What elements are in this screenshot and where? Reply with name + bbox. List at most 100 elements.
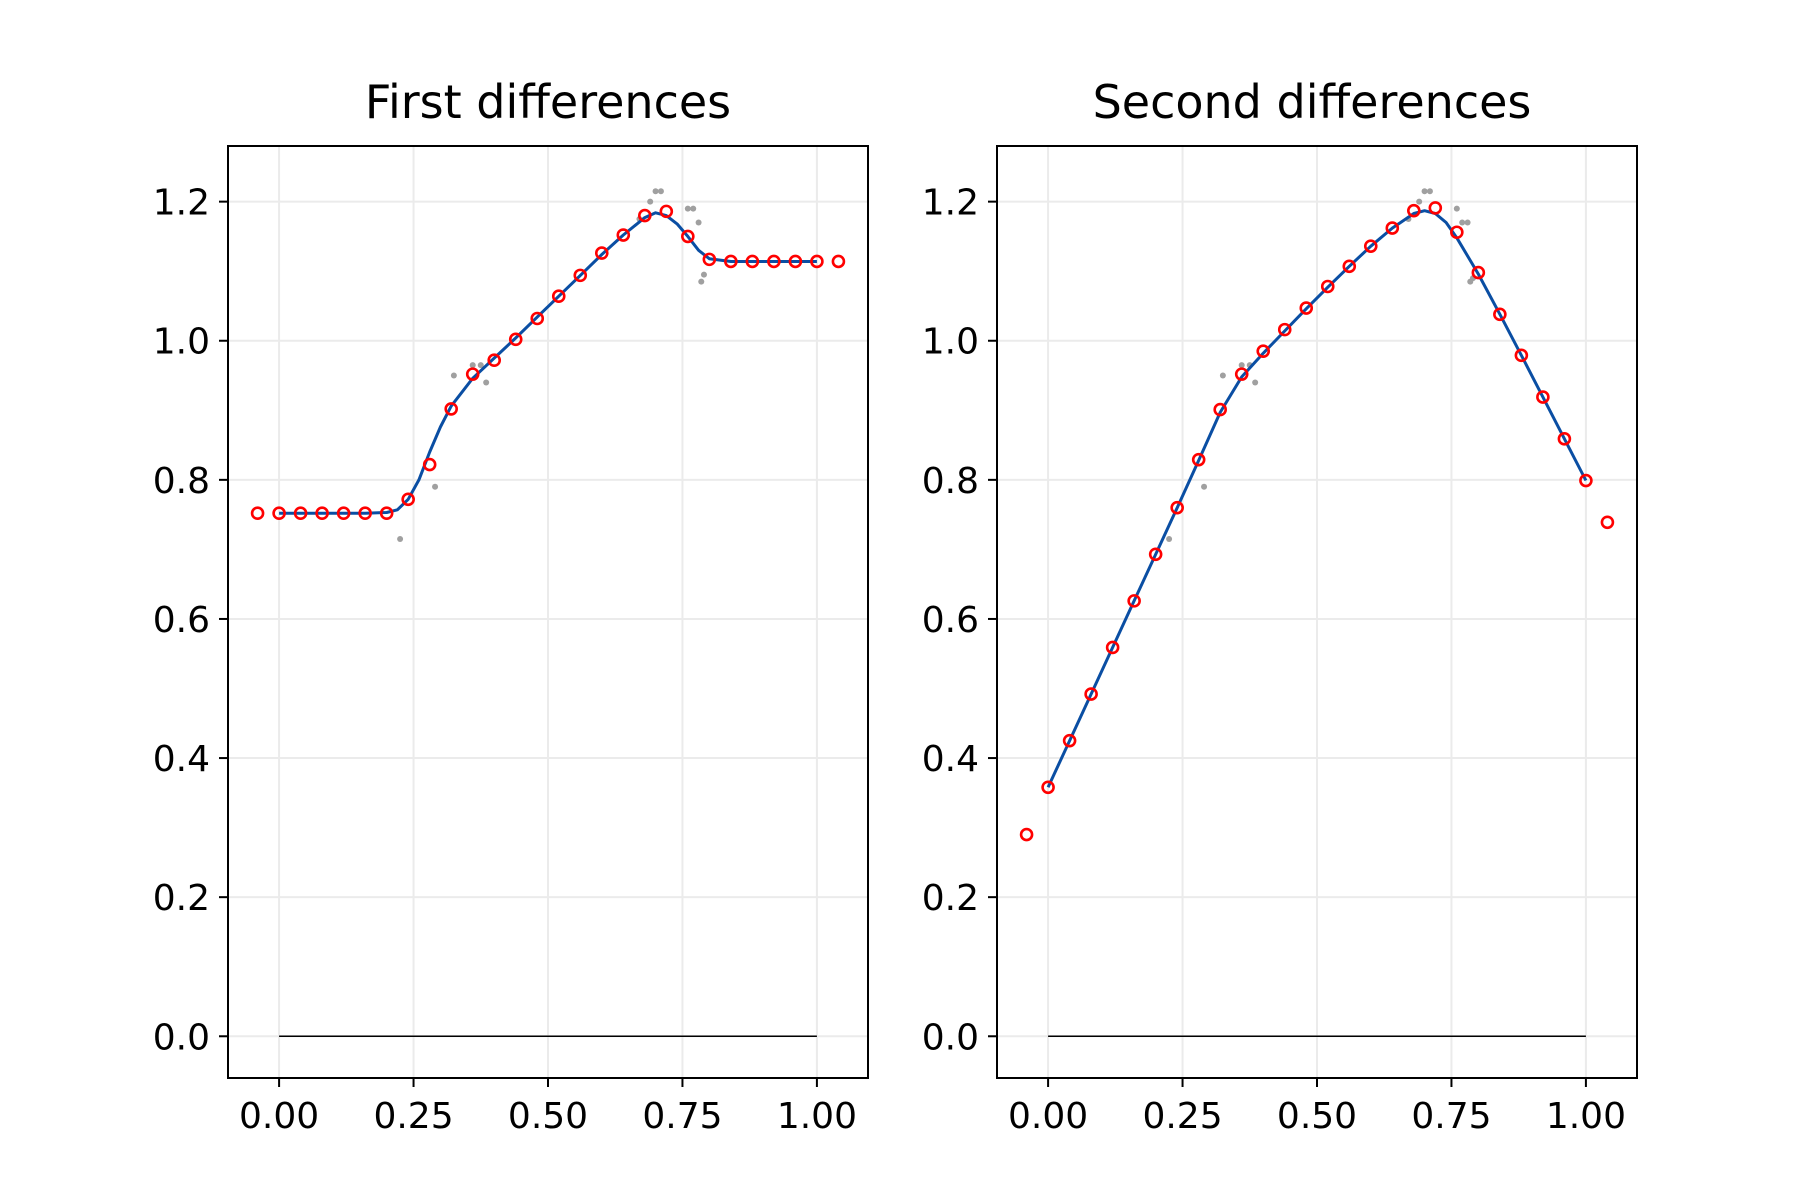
marker-circle — [681, 229, 695, 244]
plot-area — [1019, 188, 1615, 1038]
marker-circle — [1234, 367, 1249, 381]
y-tick-label: 0.4 — [153, 739, 210, 780]
marker-circle — [1213, 402, 1227, 417]
marker-circle — [1493, 307, 1507, 322]
noisy-point — [1426, 188, 1433, 195]
y-tick-label: 0.6 — [153, 600, 210, 641]
noisy-point — [1166, 535, 1173, 542]
marker-circles — [1019, 201, 1615, 842]
noisy-point — [657, 188, 664, 195]
x-tick-label: 0.00 — [1008, 1096, 1088, 1137]
marker-circle — [1514, 348, 1529, 363]
marker-circle — [1041, 780, 1055, 795]
y-tick-label: 1.0 — [153, 322, 210, 363]
marker-circle — [1127, 594, 1141, 608]
y-tick-label: 0.6 — [922, 600, 979, 641]
noisy-point — [1421, 188, 1428, 195]
marker-circles — [250, 204, 846, 521]
marker-circle — [831, 254, 846, 269]
marker-circle — [379, 506, 394, 521]
chart-title: First differences — [365, 75, 731, 129]
grid — [228, 146, 868, 1078]
marker-circle — [1170, 500, 1184, 515]
y-tick-label: 1.2 — [153, 183, 210, 224]
marker-circle — [336, 506, 351, 521]
marker-circle — [530, 311, 545, 326]
x-tick-label: 0.75 — [642, 1096, 722, 1137]
noisy-point — [450, 372, 457, 379]
marker-circle — [1407, 203, 1421, 218]
x-axis: 0.00 0.25 0.50 0.75 1.00 — [1008, 1078, 1626, 1137]
noisy-point — [477, 362, 484, 369]
y-tick-label: 0.8 — [922, 461, 979, 502]
marker-circle — [1277, 322, 1292, 337]
y-tick-label: 0.4 — [922, 739, 979, 780]
marker-circle — [1256, 344, 1271, 358]
noisy-point — [690, 205, 697, 212]
marker-circle — [1299, 301, 1314, 315]
x-tick-label: 0.25 — [373, 1096, 453, 1137]
marker-circle — [594, 246, 609, 260]
marker-circle — [401, 492, 415, 507]
marker-circle — [551, 289, 566, 304]
marker-circle — [422, 457, 437, 472]
marker-circle — [1536, 390, 1550, 404]
noisy-point — [1416, 198, 1423, 205]
marker-circle — [1428, 201, 1443, 215]
noisy-point — [652, 188, 659, 195]
grid — [997, 146, 1637, 1078]
marker-circle — [444, 402, 458, 416]
panel-first-differences: First differences 0.00 0.25 0.50 0.75 1.000.… — [153, 75, 869, 1137]
x-tick-label: 0.00 — [239, 1096, 319, 1137]
noisy-point — [469, 362, 476, 369]
smooth-curve — [279, 211, 817, 515]
noisy-point — [1252, 379, 1259, 386]
panel-second-differences: Second differences 0.00 0.25 0.50 0.75 1.000… — [922, 75, 1638, 1137]
marker-circle — [745, 254, 760, 269]
marker-circle — [1385, 221, 1400, 235]
marker-circle — [724, 254, 738, 269]
marker-circle — [1191, 452, 1206, 467]
marker-circle — [1342, 259, 1357, 274]
marker-circle — [508, 332, 523, 347]
y-axis: 0.0 0.2 0.4 0.6 0.8 1.0 1.2 — [153, 183, 228, 1058]
marker-circle — [1363, 239, 1378, 253]
marker-circle — [573, 268, 588, 283]
noisy-point — [1238, 362, 1245, 369]
marker-circle — [616, 228, 631, 242]
marker-circle — [788, 254, 803, 269]
marker-circle — [702, 252, 717, 267]
noisy-samples — [397, 188, 707, 542]
marker-circle — [810, 254, 824, 269]
noisy-point — [698, 278, 705, 285]
noisy-point — [1201, 483, 1208, 490]
x-tick-label: 0.50 — [1277, 1096, 1357, 1137]
x-tick-label: 0.75 — [1411, 1096, 1491, 1137]
marker-circle — [638, 208, 652, 223]
marker-circle — [1062, 733, 1077, 748]
marker-circle — [1148, 547, 1163, 562]
marker-circle — [1105, 640, 1120, 655]
marker-circle — [1600, 515, 1615, 530]
noisy-point — [483, 379, 490, 386]
marker-circle — [659, 204, 674, 219]
noisy-point — [1459, 219, 1466, 226]
x-tick-label: 1.00 — [777, 1096, 857, 1137]
plot-area — [250, 188, 846, 1038]
noisy-samples — [1166, 188, 1476, 542]
noisy-point — [695, 219, 702, 226]
y-tick-label: 0.2 — [153, 878, 210, 919]
y-axis: 0.0 0.2 0.4 0.6 0.8 1.0 1.2 — [922, 183, 997, 1058]
y-tick-label: 0.2 — [922, 878, 979, 919]
chart-title: Second differences — [1093, 75, 1532, 129]
marker-circle — [487, 353, 502, 368]
marker-circle — [1450, 225, 1464, 240]
marker-circle — [1471, 265, 1486, 280]
noisy-point — [1219, 372, 1226, 379]
marker-circle — [358, 506, 372, 521]
noisy-point — [700, 271, 707, 278]
marker-circle — [1084, 687, 1098, 701]
y-tick-label: 0.0 — [922, 1017, 979, 1058]
x-axis: 0.00 0.25 0.50 0.75 1.00 — [239, 1078, 857, 1137]
